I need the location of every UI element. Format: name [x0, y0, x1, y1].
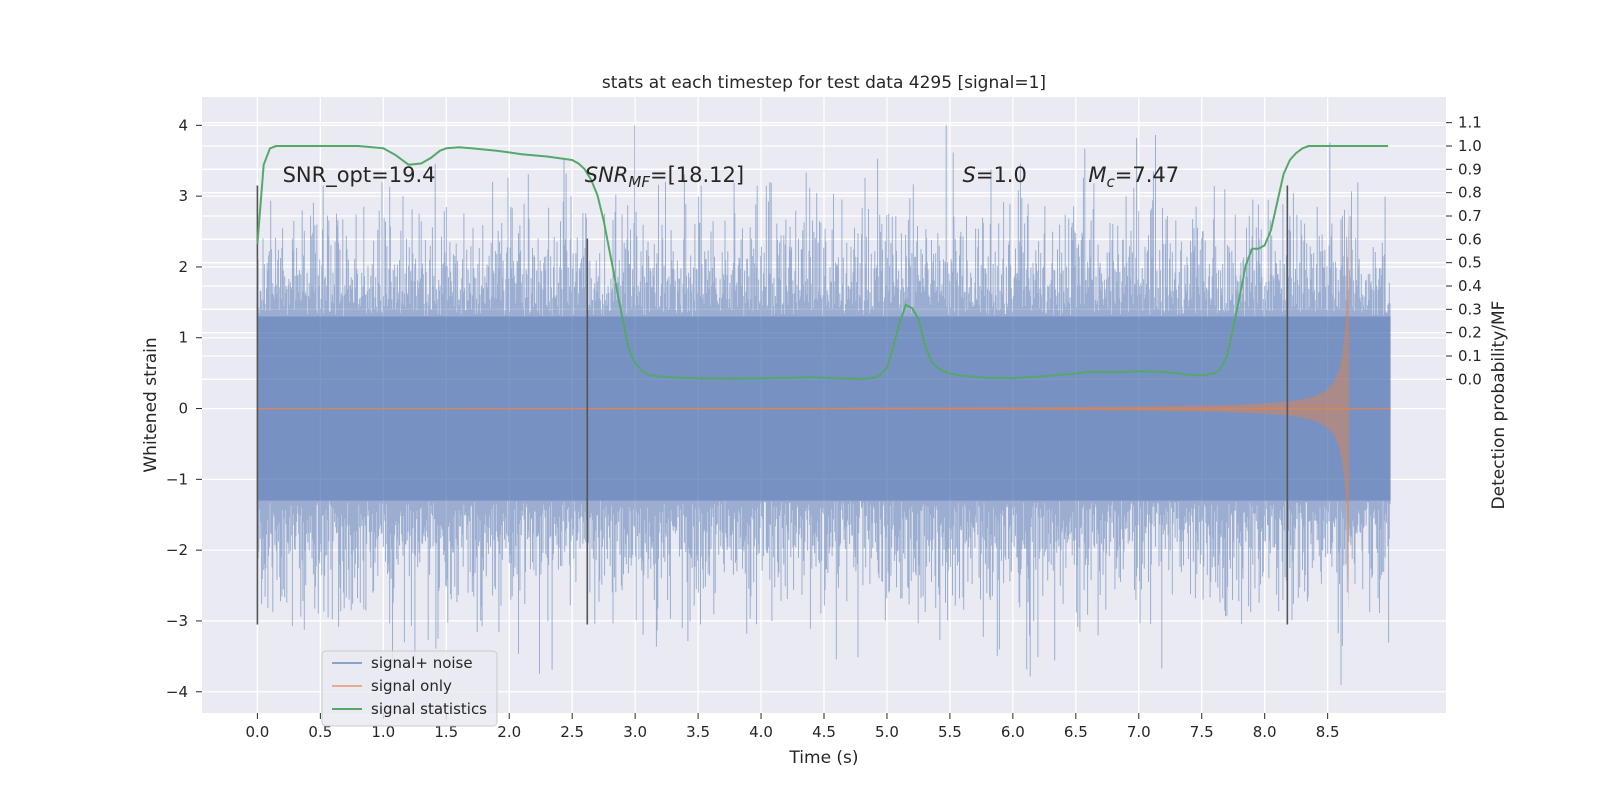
annotation-0: SNR_opt=19.4 [283, 163, 436, 188]
y-tick-label: 2 [178, 258, 188, 276]
x-tick-label: 6.5 [1064, 723, 1088, 741]
y-right-tick-label: 0.2 [1458, 324, 1482, 342]
x-tick-label: 3.5 [686, 723, 710, 741]
x-tick-label: 2.0 [497, 723, 521, 741]
legend-label-statistics: signal statistics [371, 700, 487, 718]
y-tick-label: 4 [178, 116, 188, 134]
y-tick-label: 1 [178, 329, 188, 347]
y-right-tick-label: 1.0 [1458, 137, 1482, 155]
y-tick-label: 3 [178, 187, 188, 205]
y-right-tick-label: 0.7 [1458, 207, 1482, 225]
signal-only-series [257, 203, 1391, 614]
annotations: SNR_opt=19.4 SNRMF=[18.12] S=1.0 Mc=7.47 [283, 163, 1180, 191]
legend: signal+ noise signal only signal statist… [321, 650, 498, 727]
x-tick-label: 2.5 [560, 723, 584, 741]
x-tick-label: 7.0 [1127, 723, 1151, 741]
y-right-tick-label: 0.0 [1458, 370, 1482, 388]
legend-label-signal: signal only [371, 677, 452, 695]
x-axis-label: Time (s) [788, 748, 858, 768]
y-right-tick-label: 0.3 [1458, 300, 1482, 318]
x-tick-label: 4.0 [749, 723, 773, 741]
x-tick-label: 4.5 [812, 723, 836, 741]
x-tick-label: 8.5 [1316, 723, 1340, 741]
x-tick-label: 0.0 [245, 723, 269, 741]
y-tick-label: −1 [166, 470, 188, 488]
y-tick-label: −3 [166, 612, 188, 630]
x-tick-label: 7.5 [1190, 723, 1214, 741]
annotation-3: Mc=7.47 [1088, 163, 1179, 191]
annotation-1: SNRMF=[18.12] [585, 163, 744, 191]
legend-label-noise: signal+ noise [371, 654, 473, 672]
x-tick-label: 5.5 [938, 723, 962, 741]
y-right-tick-label: 0.8 [1458, 184, 1482, 202]
y-right-tick-label: 0.5 [1458, 254, 1482, 272]
signal-statistics-series [256, 145, 1389, 380]
statistics-line [256, 145, 1389, 380]
y-axis-right-label: Detection probability/MF [1489, 301, 1509, 510]
legend-box [321, 650, 498, 727]
y-right-tick-label: 0.4 [1458, 277, 1482, 295]
y-tick-label: −2 [166, 541, 188, 559]
x-tick-label: 8.0 [1253, 723, 1277, 741]
y-tick-label: −4 [166, 683, 188, 701]
chart-title: stats at each timestep for test data 429… [602, 73, 1046, 93]
annotation-2: S=1.0 [963, 163, 1027, 187]
y-right-tick-label: 0.6 [1458, 230, 1482, 248]
x-tick-label: 1.5 [434, 723, 458, 741]
x-tick-label: 1.0 [371, 723, 395, 741]
x-tick-label: 0.5 [308, 723, 332, 741]
y-tick-label: 0 [178, 400, 188, 418]
axis-ticks: 0.0 0.5 1.0 1.5 2.0 2.5 3.0 3.5 4.0 4.5 5.0 5.5 6.0 6… [166, 114, 1482, 741]
y-right-tick-label: 0.9 [1458, 160, 1482, 178]
x-tick-label: 6.0 [1001, 723, 1025, 741]
y-right-tick-label: 1.1 [1458, 114, 1482, 132]
vertical-markers [256, 185, 1289, 625]
y-right-tick-label: 0.1 [1458, 347, 1482, 365]
x-tick-label: 5.0 [875, 723, 899, 741]
y-axis-label: Whitened strain [141, 337, 161, 472]
x-tick-label: 3.0 [623, 723, 647, 741]
